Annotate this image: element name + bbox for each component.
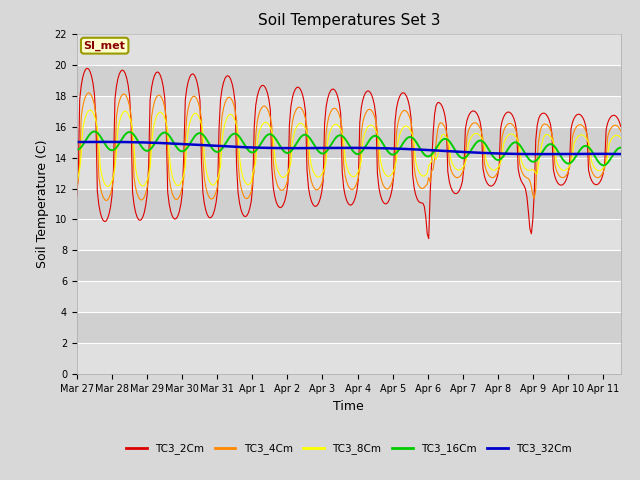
TC3_32Cm <box>608 151 616 157</box>
TC3_16Cm <box>73 147 81 153</box>
TC3_16Cm <box>608 154 616 159</box>
TC3_16Cm <box>600 162 607 168</box>
Bar <box>77 281 621 312</box>
TC3_4Cm <box>84 90 92 96</box>
TC3_2Cm <box>617 124 625 130</box>
TC3_4Cm <box>475 122 483 128</box>
TC3_4Cm <box>353 180 361 186</box>
Title: Soil Temperatures Set 3: Soil Temperatures Set 3 <box>257 13 440 28</box>
TC3_2Cm <box>164 189 172 195</box>
TC3_32Cm <box>101 139 109 145</box>
Line: TC3_32Cm: TC3_32Cm <box>77 142 621 154</box>
TC3_8Cm <box>617 135 625 141</box>
TC3_8Cm <box>259 121 267 127</box>
TC3_8Cm <box>104 184 111 190</box>
TC3_16Cm <box>473 139 481 145</box>
TC3_2Cm <box>425 236 433 241</box>
Line: TC3_8Cm: TC3_8Cm <box>77 110 621 187</box>
TC3_2Cm <box>258 83 266 89</box>
TC3_4Cm <box>617 128 625 134</box>
Bar <box>77 65 621 96</box>
TC3_4Cm <box>73 186 81 192</box>
TC3_8Cm <box>608 135 616 141</box>
Bar <box>77 189 621 219</box>
TC3_2Cm <box>73 194 81 200</box>
Bar <box>77 251 621 281</box>
Line: TC3_2Cm: TC3_2Cm <box>77 68 621 239</box>
TC3_16Cm <box>164 131 172 137</box>
TC3_32Cm <box>536 151 544 157</box>
TC3_32Cm <box>473 150 481 156</box>
Text: SI_met: SI_met <box>84 40 125 51</box>
TC3_4Cm <box>145 175 152 181</box>
TC3_2Cm <box>83 65 91 71</box>
TC3_8Cm <box>475 132 483 137</box>
Bar <box>77 34 621 65</box>
Y-axis label: Soil Temperature (C): Soil Temperature (C) <box>36 140 49 268</box>
Bar <box>77 312 621 343</box>
Bar <box>77 127 621 157</box>
Line: TC3_4Cm: TC3_4Cm <box>77 93 621 201</box>
Bar <box>77 96 621 127</box>
TC3_32Cm <box>143 140 151 145</box>
TC3_4Cm <box>608 124 616 130</box>
TC3_32Cm <box>258 145 266 151</box>
TC3_8Cm <box>145 172 152 178</box>
TC3_4Cm <box>165 175 173 181</box>
Bar <box>77 343 621 374</box>
TC3_8Cm <box>73 179 81 184</box>
TC3_2Cm <box>351 194 359 200</box>
TC3_2Cm <box>608 113 616 119</box>
TC3_32Cm <box>73 139 81 145</box>
TC3_2Cm <box>475 114 483 120</box>
TC3_16Cm <box>258 140 266 145</box>
TC3_32Cm <box>164 141 172 146</box>
Line: TC3_16Cm: TC3_16Cm <box>77 132 621 165</box>
Bar <box>77 157 621 189</box>
TC3_16Cm <box>143 148 151 154</box>
TC3_4Cm <box>102 198 110 204</box>
TC3_32Cm <box>617 151 625 157</box>
Bar <box>77 219 621 251</box>
TC3_16Cm <box>351 151 359 156</box>
Legend: TC3_2Cm, TC3_4Cm, TC3_8Cm, TC3_16Cm, TC3_32Cm: TC3_2Cm, TC3_4Cm, TC3_8Cm, TC3_16Cm, TC3… <box>122 439 576 458</box>
TC3_4Cm <box>259 104 267 109</box>
X-axis label: Time: Time <box>333 400 364 413</box>
TC3_16Cm <box>617 145 625 151</box>
TC3_8Cm <box>86 107 94 113</box>
TC3_2Cm <box>143 192 151 197</box>
TC3_8Cm <box>353 171 361 177</box>
TC3_16Cm <box>90 129 98 134</box>
TC3_8Cm <box>165 150 173 156</box>
TC3_32Cm <box>351 145 359 151</box>
